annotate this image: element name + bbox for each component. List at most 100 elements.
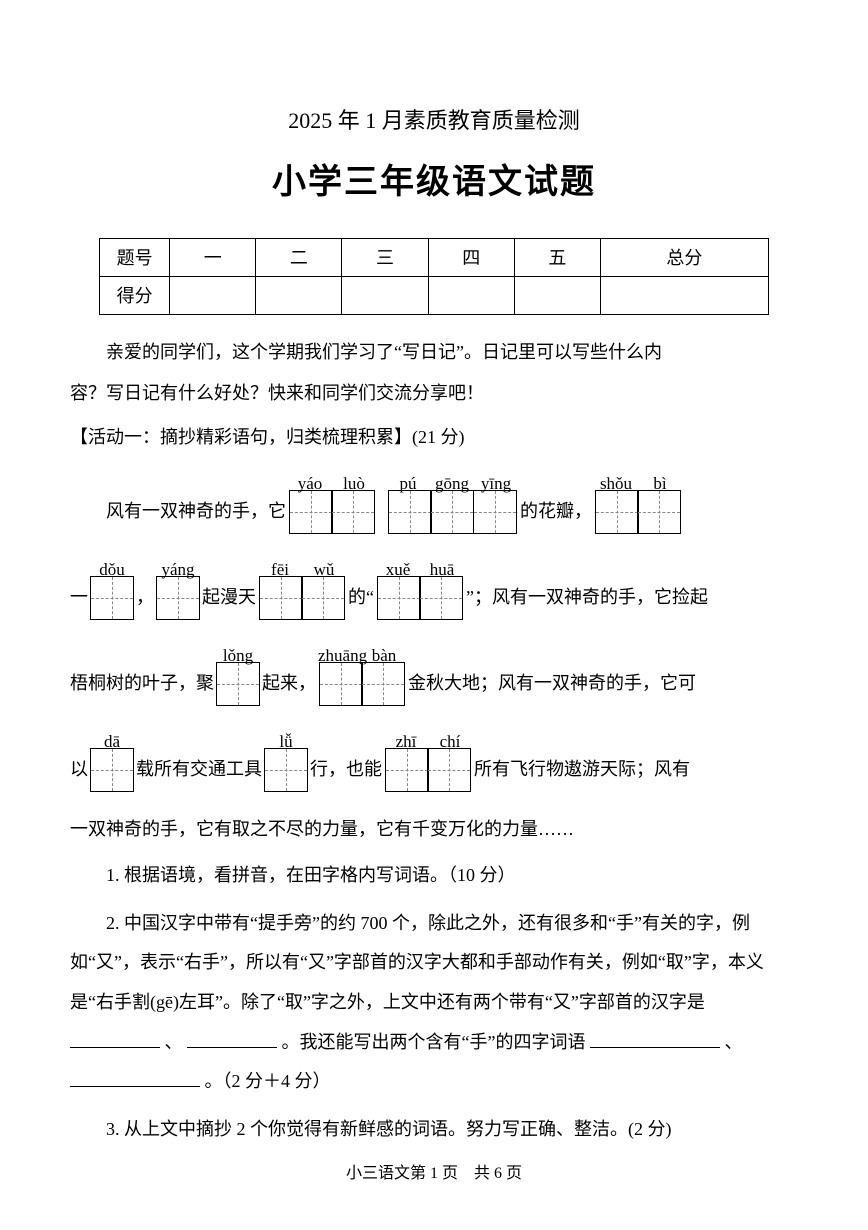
- cell: 一: [170, 239, 256, 277]
- pinyin: bì: [638, 468, 682, 488]
- text: 载所有交通工具: [136, 752, 262, 792]
- text: 起来，: [262, 666, 316, 706]
- tianzi-cell[interactable]: [430, 490, 474, 534]
- blank-input[interactable]: [70, 1030, 160, 1048]
- text: 。我还能写出两个含有“手”的四字词语: [282, 1032, 586, 1052]
- tianzi-group: zhuāngbàn: [318, 640, 406, 706]
- fill-line: 梧桐树的叶子，聚 lǒng 起来， zhuāngbàn 金秋大地；风有一双神奇的…: [70, 640, 798, 706]
- pinyin: pú: [386, 468, 430, 488]
- tianzi-group: zhīchí: [384, 726, 472, 792]
- header-title: 小学三年级语文试题: [70, 150, 798, 215]
- tianzi-cell[interactable]: [419, 576, 463, 620]
- text: 一双神奇的手，它有取之不尽的力量，它有千变万化的力量……: [70, 812, 798, 846]
- tianzi-cell[interactable]: [361, 662, 405, 706]
- pinyin: wǔ: [302, 554, 346, 574]
- text: 梧桐树的叶子，聚: [70, 666, 214, 706]
- pinyin: xuě: [376, 554, 420, 574]
- cell: [256, 277, 342, 315]
- tianzi-group: dā: [90, 726, 134, 792]
- tianzi-group: lǚ: [264, 726, 308, 792]
- activity-title: 【活动一：摘抄精彩语句，归类梳理积累】(21 分): [70, 420, 798, 454]
- tianzi-cell[interactable]: [388, 490, 432, 534]
- cell: 二: [256, 239, 342, 277]
- tianzi-cell[interactable]: [331, 490, 375, 534]
- text: ”；风有一双神奇的手，它捡起: [466, 580, 708, 620]
- pinyin: dā: [90, 726, 134, 746]
- tianzi-cell[interactable]: [473, 490, 517, 534]
- tianzi-cell[interactable]: [301, 576, 345, 620]
- blank-input[interactable]: [590, 1030, 720, 1048]
- tianzi-cell[interactable]: [259, 576, 303, 620]
- pinyin: yáo: [288, 468, 332, 488]
- tianzi-cell[interactable]: [90, 576, 134, 620]
- pinyin: chí: [428, 726, 472, 746]
- pinyin: huā: [420, 554, 464, 574]
- tianzi-cell[interactable]: [156, 576, 200, 620]
- tianzi-group: yáoluò: [288, 468, 376, 534]
- tianzi-cell[interactable]: [595, 490, 639, 534]
- pinyin: luò: [332, 468, 376, 488]
- text: 起漫天: [202, 580, 256, 620]
- tianzi-cell[interactable]: [637, 490, 681, 534]
- tianzi-cell[interactable]: [264, 748, 308, 792]
- header-subtitle: 2025 年 1 月素质教育质量检测: [70, 100, 798, 142]
- fill-line: 一 dǒu ， yáng 起漫天 fēiwǔ 的“ xuěhuā ”；风有一双神…: [70, 554, 798, 620]
- cell: [428, 277, 514, 315]
- tianzi-cell[interactable]: [385, 748, 429, 792]
- tianzi-group: yáng: [156, 554, 200, 620]
- table-row: 题号 一 二 三 四 五 总分: [100, 239, 769, 277]
- blank-input[interactable]: [70, 1069, 200, 1087]
- pinyin: zhī: [384, 726, 428, 746]
- pinyin: fēi: [258, 554, 302, 574]
- cell: [342, 277, 428, 315]
- text: 所有飞行物遨游天际；风有: [474, 752, 690, 792]
- intro-text: 容？写日记有什么好处？快来和同学们交流分享吧！: [70, 376, 798, 410]
- cell: 总分: [600, 239, 768, 277]
- text: 、: [724, 1032, 742, 1052]
- pinyin: gōng: [430, 468, 474, 488]
- score-table: 题号 一 二 三 四 五 总分 得分: [99, 238, 769, 315]
- text: 2. 中国汉字中带有“提手旁”的约 700 个，除此之外，还有很多和“手”有关的…: [70, 913, 764, 1012]
- fill-line: 风有一双神奇的手，它 yáoluò púgōngyīng 的花瓣， shǒubì: [70, 468, 798, 534]
- pinyin: yīng: [474, 468, 518, 488]
- question-3: 3. 从上文中摘抄 2 个你觉得有新鲜感的词语。努力写正确、整洁。(2 分): [70, 1110, 798, 1150]
- page-footer: 小三语文第 1 页 共 6 页: [70, 1159, 798, 1189]
- tianzi-cell[interactable]: [377, 576, 421, 620]
- tianzi-group: púgōngyīng: [386, 468, 518, 534]
- cell: [514, 277, 600, 315]
- question-1: 1. 根据语境，看拼音，在田字格内写词语。（10 分）: [70, 856, 798, 896]
- cell: 得分: [100, 277, 170, 315]
- text: 行，也能: [310, 752, 382, 792]
- tianzi-cell[interactable]: [90, 748, 134, 792]
- cell: [600, 277, 768, 315]
- pinyin: shǒu: [594, 468, 638, 488]
- tianzi-cell[interactable]: [427, 748, 471, 792]
- fill-line: 以 dā 载所有交通工具 lǚ 行，也能 zhīchí 所有飞行物遨游天际；风有: [70, 726, 798, 792]
- pinyin: bàn: [362, 640, 406, 660]
- tianzi-group: fēiwǔ: [258, 554, 346, 620]
- intro-text: 亲爱的同学们，这个学期我们学习了“写日记”。日记里可以写些什么内: [70, 335, 798, 369]
- blank-input[interactable]: [187, 1030, 277, 1048]
- tianzi-group: lǒng: [216, 640, 260, 706]
- tianzi-cell[interactable]: [289, 490, 333, 534]
- tianzi-group: shǒubì: [594, 468, 682, 534]
- text: ，: [136, 580, 154, 620]
- tianzi-group: xuěhuā: [376, 554, 464, 620]
- cell: 题号: [100, 239, 170, 277]
- tianzi-group: dǒu: [90, 554, 134, 620]
- text: 一: [70, 580, 88, 620]
- cell: 四: [428, 239, 514, 277]
- pinyin: lǒng: [216, 640, 260, 660]
- tianzi-cell[interactable]: [216, 662, 260, 706]
- text: 、: [165, 1032, 183, 1052]
- pinyin: dǒu: [90, 554, 134, 574]
- pinyin: lǚ: [264, 726, 308, 746]
- question-2: 2. 中国汉字中带有“提手旁”的约 700 个，除此之外，还有很多和“手”有关的…: [70, 904, 798, 1102]
- cell: 三: [342, 239, 428, 277]
- text: 的花瓣，: [520, 494, 592, 534]
- pinyin: yáng: [156, 554, 200, 574]
- cell: 五: [514, 239, 600, 277]
- text: 金秋大地；风有一双神奇的手，它可: [408, 666, 696, 706]
- cell: [170, 277, 256, 315]
- tianzi-cell[interactable]: [319, 662, 363, 706]
